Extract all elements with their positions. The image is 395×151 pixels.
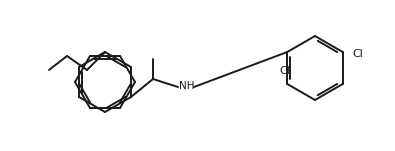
Text: NH: NH <box>179 81 194 91</box>
Text: Cl: Cl <box>353 49 363 59</box>
Text: Cl: Cl <box>280 66 291 76</box>
